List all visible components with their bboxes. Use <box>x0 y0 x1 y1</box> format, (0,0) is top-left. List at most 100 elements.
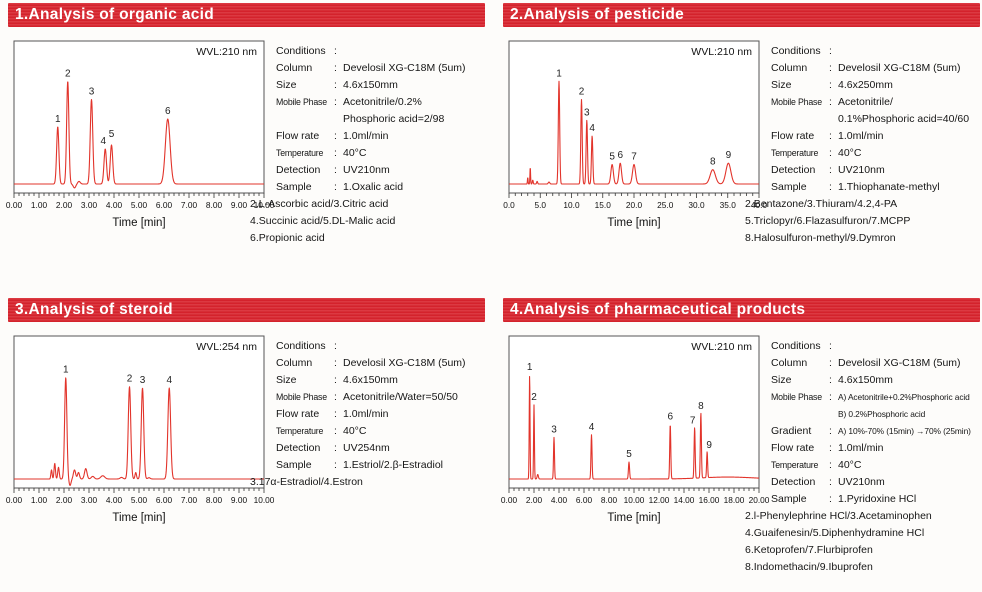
condition-label: Conditions <box>771 340 821 352</box>
peak-number-label: 8 <box>698 401 704 412</box>
x-tick-label: 3.00 <box>81 200 98 210</box>
condition-value: Acetonitrile/0.2% <box>343 96 422 108</box>
condition-row: Column: Develosil XG-C18M (5um) <box>771 60 979 77</box>
condition-label: Column <box>276 357 313 369</box>
condition-row: Detection: UV254nm <box>276 440 484 457</box>
condition-colon: : <box>334 130 337 142</box>
condition-row: Flow rate:1.0ml/min <box>771 440 979 457</box>
condition-colon: : <box>334 442 337 454</box>
condition-value: 40°C <box>838 459 862 471</box>
condition-value: Acetonitrile/Water=50/50 <box>343 391 458 403</box>
condition-row: B) 0.2%Phosphoric acid <box>771 406 979 423</box>
x-tick-label: 10.0 <box>563 200 580 210</box>
condition-row: Gradient: A) 10%-70% (15min) →70% (25min) <box>771 423 979 440</box>
x-tick-label: 3.00 <box>81 495 98 505</box>
condition-label: Gradient <box>771 425 812 437</box>
condition-colon: : <box>829 442 832 454</box>
peak-number-label: 4 <box>589 422 595 433</box>
condition-colon: : <box>334 62 337 74</box>
condition-value: UV210nm <box>343 164 390 176</box>
time-axis-label: Time [min] <box>112 512 165 524</box>
condition-value: 1.0ml/min <box>343 130 389 142</box>
condition-row: Conditions: <box>276 338 484 355</box>
x-tick-label: 15.0 <box>595 200 612 210</box>
condition-colon: : <box>829 181 832 193</box>
condition-row: Temperature:40°C <box>276 145 484 162</box>
condition-value: Develosil XG-C18M (5um) <box>838 62 961 74</box>
x-tick-label: 1.00 <box>31 200 48 210</box>
x-tick-label: 12.00 <box>649 495 670 505</box>
condition-label: Size <box>771 374 792 386</box>
peak-number-label: 5 <box>609 152 615 163</box>
condition-colon: : <box>829 96 832 108</box>
condition-value: 1.Thiophanate-methyl <box>838 181 940 193</box>
condition-colon: : <box>334 374 337 386</box>
x-tick-label: 8.00 <box>601 495 618 505</box>
condition-row: Column: Develosil XG-C18M (5um) <box>771 355 979 372</box>
condition-row: Mobile Phase: A) Acetonitrile+0.2%Phospho… <box>771 389 979 406</box>
x-tick-label: 0.00 <box>6 495 23 505</box>
condition-colon: : <box>334 45 337 57</box>
peak-number-label: 2 <box>65 68 71 79</box>
condition-value: 4.6x150mm <box>343 374 398 386</box>
condition-colon: : <box>829 45 832 57</box>
condition-label: Flow rate <box>276 408 320 420</box>
condition-value: 40°C <box>343 147 367 159</box>
chromatogram-trace <box>508 376 760 480</box>
plot-area <box>13 335 265 489</box>
x-tick-label: 18.00 <box>724 495 745 505</box>
x-tick-label: 40.0 <box>751 200 768 210</box>
panel-pesticide: 2.Analysis of pesticide 0.0 5.0 10.0 15.0 20… <box>503 3 980 292</box>
condition-row: Detection: UV210nm <box>771 162 979 179</box>
plot-area <box>13 40 265 194</box>
sample-continuation-line: 5.Triclopyr/6.Flazasulfuron/7.MCPP <box>745 215 911 227</box>
condition-value: A) Acetonitrile+0.2%Phosphoric acid <box>838 392 970 402</box>
condition-colon: : <box>829 79 832 91</box>
condition-label: Column <box>771 62 808 74</box>
x-tick-label: 5.0 <box>534 200 546 210</box>
condition-row: Mobile Phase: Acetonitrile/0.2% <box>276 94 484 111</box>
sample-continuation-line: 2.L-Ascorbic acid/3.Citric acid <box>250 198 389 210</box>
x-tick-label: 0.00 <box>6 200 23 210</box>
x-tick-label: 2.00 <box>56 495 73 505</box>
condition-colon: : <box>829 425 832 437</box>
condition-label: Sample <box>771 493 807 505</box>
chromatogram-organic-acid: 0.00 1.00 2.00 3.00 4.00 5.00 6.00 7.00 8.00 9.00… <box>6 40 275 229</box>
peak-number-label: 3 <box>140 375 146 386</box>
peak-number-label: 6 <box>165 106 171 117</box>
section-title: 3.Analysis of steroid <box>15 301 173 318</box>
condition-value: 1.Oxalic acid <box>343 181 404 193</box>
condition-colon: : <box>334 425 337 437</box>
condition-value: Acetonitrile/ <box>838 96 893 108</box>
condition-colon: : <box>829 374 832 386</box>
condition-row: Sample:1.Pyridoxine HCl <box>771 491 979 508</box>
chromatogram-pharmaceutical: 0.00 2.00 4.00 6.00 8.00 10.00 12.00 14.00 16.00… <box>501 335 770 524</box>
condition-label: Flow rate <box>771 442 815 454</box>
condition-label: Detection <box>276 442 321 454</box>
condition-label: Size <box>276 79 297 91</box>
condition-value: 4.6x150mm <box>838 374 893 386</box>
peak-number-label: 4 <box>589 123 595 134</box>
section-title: 4.Analysis of pharmaceutical products <box>510 301 806 318</box>
sample-continuation-line: 3.17α-Estradiol/4.Estron <box>250 476 363 488</box>
x-tick-label: 9.00 <box>231 200 248 210</box>
x-tick-label: 4.00 <box>106 495 123 505</box>
peak-number-label: 3 <box>89 87 95 98</box>
peak-number-label: 7 <box>631 152 637 163</box>
condition-colon: : <box>334 408 337 420</box>
x-tick-label: 0.0 <box>503 200 515 210</box>
condition-label: Mobile Phase <box>276 97 327 107</box>
condition-row: Column: Develosil XG-C18M (5um) <box>276 60 484 77</box>
condition-label: Conditions <box>771 45 821 57</box>
x-tick-label: 7.00 <box>181 495 198 505</box>
x-tick-label: 30.0 <box>688 200 705 210</box>
condition-label: Flow rate <box>276 130 320 142</box>
condition-value: 40°C <box>343 425 367 437</box>
condition-label: Temperature <box>276 426 324 436</box>
condition-label: Mobile Phase <box>771 392 822 402</box>
condition-value: 1.0ml/min <box>838 442 884 454</box>
panel-pharmaceutical: 4.Analysis of pharmaceutical products 0.… <box>501 298 980 587</box>
sample-continuation-line: 8.Halosulfuron-methyl/9.Dymron <box>745 232 896 244</box>
x-tick-label: 4.00 <box>551 495 568 505</box>
